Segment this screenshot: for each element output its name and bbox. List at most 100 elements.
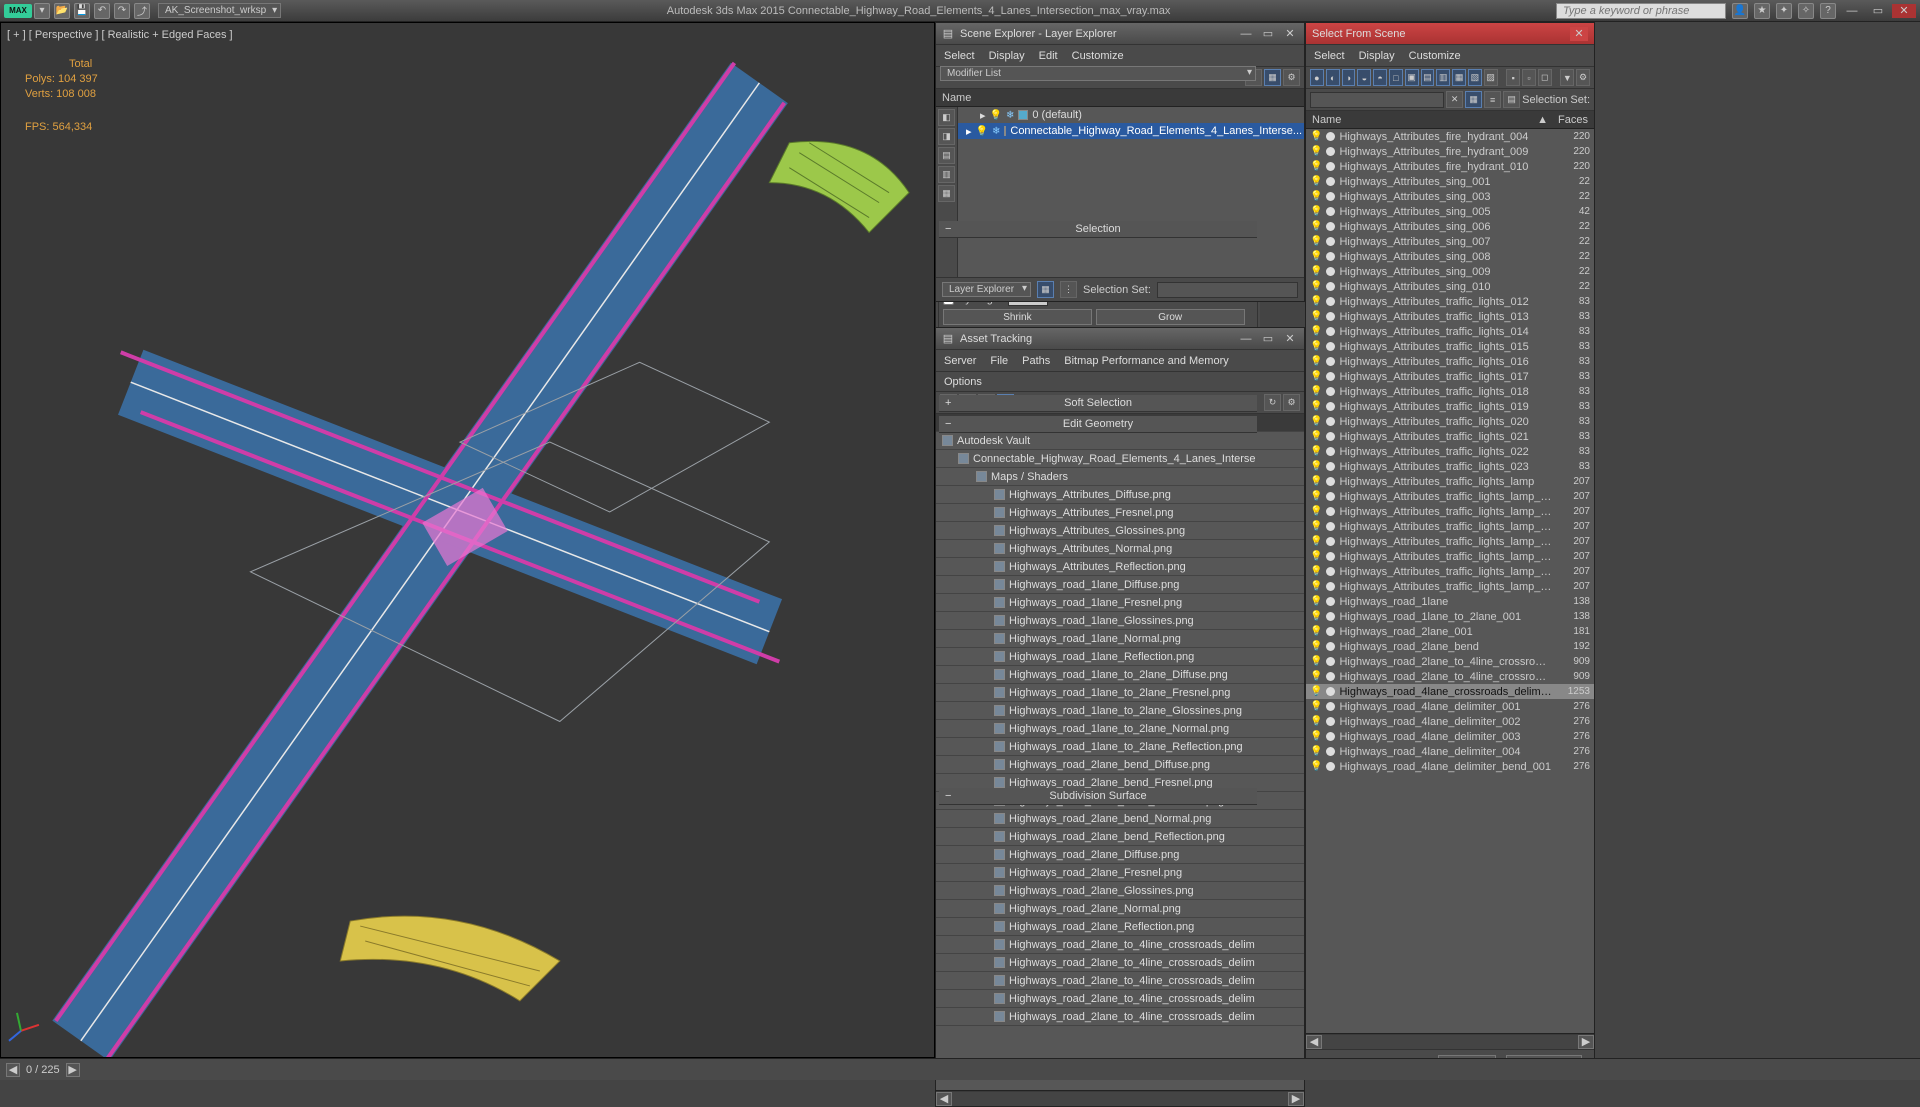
rollout-soft-hdr[interactable]: +Soft Selection xyxy=(939,395,1257,412)
sfs-t13[interactable]: ▪ xyxy=(1506,69,1520,86)
sfs-h-scroll[interactable]: ◀▶ xyxy=(1306,1033,1594,1049)
help-search[interactable] xyxy=(1556,3,1726,19)
object-row[interactable]: 💡Highways_road_4lane_delimiter_bend_0012… xyxy=(1306,759,1594,774)
at-menu-options[interactable]: Options xyxy=(944,376,982,388)
at-menu-paths[interactable]: Paths xyxy=(1022,355,1050,367)
sfs-t17[interactable]: ⚙ xyxy=(1576,69,1590,86)
asset-row[interactable]: Connectable_Highway_Road_Elements_4_Lane… xyxy=(936,450,1304,468)
object-row[interactable]: 💡Highways_Attributes_sing_00722 xyxy=(1306,234,1594,249)
sfs-tb2-2[interactable]: ≡ xyxy=(1484,91,1501,108)
object-row[interactable]: 💡Highways_Attributes_traffic_lights_0208… xyxy=(1306,414,1594,429)
object-row[interactable]: 💡Highways_Attributes_traffic_lights_lamp… xyxy=(1306,534,1594,549)
object-row[interactable]: 💡Highways_Attributes_traffic_lights_lamp… xyxy=(1306,579,1594,594)
object-row[interactable]: 💡Highways_Attributes_traffic_lights_0198… xyxy=(1306,399,1594,414)
object-row[interactable]: 💡Highways_Attributes_sing_00122 xyxy=(1306,174,1594,189)
asset-row[interactable]: Highways_road_1lane_Glossines.png xyxy=(936,612,1304,630)
sfs-tb2-3[interactable]: ▤ xyxy=(1503,91,1520,108)
object-row[interactable]: 💡Highways_Attributes_sing_01022 xyxy=(1306,279,1594,294)
se-tool-5[interactable]: ▦ xyxy=(938,185,955,202)
asset-row[interactable]: Highways_road_2lane_to_4line_crossroads_… xyxy=(936,1008,1304,1026)
object-row[interactable]: 💡Highways_Attributes_traffic_lights_0128… xyxy=(1306,294,1594,309)
object-row[interactable]: 💡Highways_Attributes_traffic_lights_0148… xyxy=(1306,324,1594,339)
sfs-t9[interactable]: ▥ xyxy=(1436,69,1450,86)
asset-row[interactable]: Highways_road_1lane_Fresnel.png xyxy=(936,594,1304,612)
layer-explorer-dropdown[interactable]: Layer Explorer xyxy=(942,282,1031,297)
menu-customize[interactable]: Customize xyxy=(1072,50,1124,62)
object-row[interactable]: 💡Highways_Attributes_sing_00322 xyxy=(1306,189,1594,204)
asset-row[interactable]: Highways_road_2lane_to_4line_crossroads_… xyxy=(936,972,1304,990)
signin-icon[interactable]: 👤 xyxy=(1732,3,1748,19)
menu-select[interactable]: Select xyxy=(944,50,975,62)
menu-edit[interactable]: Edit xyxy=(1039,50,1058,62)
close-button[interactable]: ✕ xyxy=(1892,4,1916,18)
undo-icon[interactable]: ↶ xyxy=(94,3,110,19)
se-tool-4[interactable]: ▥ xyxy=(938,166,955,183)
sfs-titlebar[interactable]: Select From Scene ✕ xyxy=(1306,23,1594,45)
rollout-subdiv-hdr[interactable]: −Subdivision Surface xyxy=(939,788,1257,805)
minimize-button[interactable]: — xyxy=(1840,4,1864,18)
object-row[interactable]: 💡Highways_Attributes_traffic_lights_lamp… xyxy=(1306,519,1594,534)
viewport[interactable]: [ + ] [ Perspective ] [ Realistic + Edge… xyxy=(0,22,935,1058)
object-row[interactable]: 💡Highways_Attributes_traffic_lights_0218… xyxy=(1306,429,1594,444)
sfs-clear[interactable]: ✕ xyxy=(1446,91,1463,108)
sfs-t2[interactable]: ◐ xyxy=(1326,69,1340,86)
sfs-menu-customize[interactable]: Customize xyxy=(1409,50,1461,62)
asset-row[interactable]: Highways_road_1lane_Normal.png xyxy=(936,630,1304,648)
at-menu-file[interactable]: File xyxy=(990,355,1008,367)
asset-row[interactable]: Highways_road_2lane_bend_Normal.png xyxy=(936,810,1304,828)
se-tool-2[interactable]: ◨ xyxy=(938,128,955,145)
star-icon[interactable]: ★ xyxy=(1754,3,1770,19)
asset-tracking-maximize[interactable]: ▭ xyxy=(1260,332,1276,346)
object-row[interactable]: 💡Highways_road_2lane_to_4line_crossroads… xyxy=(1306,654,1594,669)
at-tool-refresh[interactable]: ↻ xyxy=(1264,394,1281,411)
asset-row[interactable]: Highways_road_2lane_to_4line_crossroads_… xyxy=(936,990,1304,1008)
scene-explorer-maximize[interactable]: ▭ xyxy=(1260,27,1276,41)
se-bottom-2[interactable]: ⋮ xyxy=(1060,281,1077,298)
link-icon[interactable]: ⤴ xyxy=(134,3,150,19)
asset-row[interactable]: Highways_road_1lane_Diffuse.png xyxy=(936,576,1304,594)
asset-row[interactable]: Highways_road_1lane_to_2lane_Reflection.… xyxy=(936,738,1304,756)
object-row[interactable]: 💡Highways_road_4lane_delimiter_004276 xyxy=(1306,744,1594,759)
scene-explorer-tree[interactable]: ▸💡❄0 (default)▸💡❄Connectable_Highway_Roa… xyxy=(958,107,1304,277)
object-row[interactable]: 💡Highways_road_2lane_001181 xyxy=(1306,624,1594,639)
sfs-t10[interactable]: ▦ xyxy=(1452,69,1466,86)
sfs-t11[interactable]: ▧ xyxy=(1468,69,1482,86)
object-row[interactable]: 💡Highways_Attributes_traffic_lights_0158… xyxy=(1306,339,1594,354)
asset-tracking-minimize[interactable]: — xyxy=(1238,332,1254,346)
object-row[interactable]: 💡Highways_Attributes_fire_hydrant_009220 xyxy=(1306,144,1594,159)
asset-row[interactable]: Autodesk Vault xyxy=(936,432,1304,450)
layer-row[interactable]: ▸💡❄0 (default) xyxy=(958,107,1304,123)
object-row[interactable]: 💡Highways_Attributes_traffic_lights_0138… xyxy=(1306,309,1594,324)
asset-row[interactable]: Highways_road_1lane_to_2lane_Fresnel.png xyxy=(936,684,1304,702)
rollout-selection-hdr[interactable]: −Selection xyxy=(939,221,1257,238)
scene-explorer-titlebar[interactable]: ▤ Scene Explorer - Layer Explorer — ▭ ✕ xyxy=(936,23,1304,45)
object-row[interactable]: 💡Highways_Attributes_sing_00822 xyxy=(1306,249,1594,264)
layer-row[interactable]: ▸💡❄Connectable_Highway_Road_Elements_4_L… xyxy=(958,123,1304,139)
timeline-next[interactable]: ▶ xyxy=(66,1063,80,1077)
se-tool-3[interactable]: ▤ xyxy=(938,147,955,164)
object-row[interactable]: 💡Highways_road_4lane_delimiter_003276 xyxy=(1306,729,1594,744)
asset-row[interactable]: Highways_road_1lane_to_2lane_Normal.png xyxy=(936,720,1304,738)
rollout-geom-hdr[interactable]: −Edit Geometry xyxy=(939,416,1257,433)
object-row[interactable]: 💡Highways_Attributes_traffic_lights_lamp… xyxy=(1306,504,1594,519)
object-row[interactable]: 💡Highways_Attributes_sing_00542 xyxy=(1306,204,1594,219)
asset-row[interactable]: Highways_road_2lane_Reflection.png xyxy=(936,918,1304,936)
btn-grow[interactable]: Grow xyxy=(1096,309,1245,325)
asset-row[interactable]: Highways_road_2lane_to_4line_crossroads_… xyxy=(936,954,1304,972)
asset-row[interactable]: Highways_Attributes_Reflection.png xyxy=(936,558,1304,576)
sfs-list[interactable]: 💡Highways_Attributes_fire_hydrant_004220… xyxy=(1306,129,1594,1033)
object-row[interactable]: 💡Highways_road_4lane_delimiter_002276 xyxy=(1306,714,1594,729)
object-row[interactable]: 💡Highways_Attributes_traffic_lights_0188… xyxy=(1306,384,1594,399)
redo-icon[interactable]: ↷ xyxy=(114,3,130,19)
object-row[interactable]: 💡Highways_Attributes_fire_hydrant_004220 xyxy=(1306,129,1594,144)
asset-row[interactable]: Highways_Attributes_Glossines.png xyxy=(936,522,1304,540)
maximize-button[interactable]: ▭ xyxy=(1866,4,1890,18)
selection-set-field[interactable] xyxy=(1157,282,1298,298)
sfs-t5[interactable]: ◓ xyxy=(1373,69,1387,86)
object-row[interactable]: 💡Highways_Attributes_sing_00922 xyxy=(1306,264,1594,279)
scene-explorer-header[interactable]: Name xyxy=(936,89,1304,107)
asset-row[interactable]: Highways_road_2lane_Glossines.png xyxy=(936,882,1304,900)
object-row[interactable]: 💡Highways_Attributes_traffic_lights_lamp… xyxy=(1306,564,1594,579)
asset-row[interactable]: Maps / Shaders xyxy=(936,468,1304,486)
asset-row[interactable]: Highways_road_1lane_to_2lane_Glossines.p… xyxy=(936,702,1304,720)
